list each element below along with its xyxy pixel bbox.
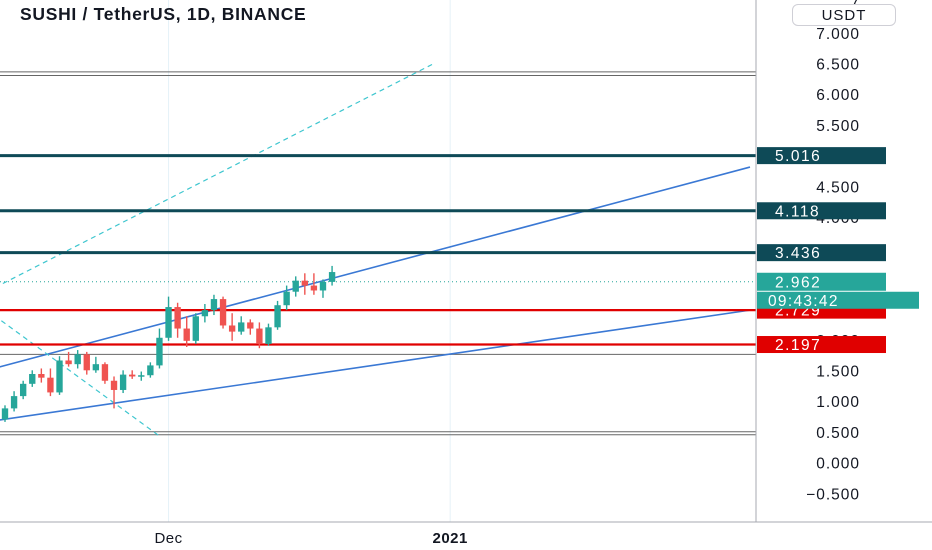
y-tick-label: −0.500 [806,486,860,503]
candle-body [56,360,63,393]
y-tick-label: 1.000 [816,394,860,411]
y-tick-label: 4.500 [816,179,860,196]
candle-body [238,322,245,332]
candle-body [74,354,81,365]
candle-body [101,364,109,381]
y-tick-label: 0.000 [816,456,860,473]
level-price-box [757,147,886,165]
x-tick-label: Dec [154,530,182,547]
candle-body [210,299,218,311]
channel-trendline [0,166,751,368]
candle-body [265,327,272,344]
chart-title: SUSHI / TetherUS, 1D, BINANCE [20,4,306,24]
candle-body [147,365,154,376]
y-tick-label: 7.000 [816,26,860,43]
level-price-label: 3.436 [775,245,821,262]
countdown-label: 09:43:42 [768,293,839,310]
candle-body [165,307,172,338]
candle-body [1,408,9,420]
grid-layer [168,0,451,522]
candle-body [65,360,72,365]
channel-trendline [0,309,751,421]
candle-body [319,281,327,291]
candle-body [310,285,318,291]
thin-level-layer [0,71,756,436]
candle-body [228,325,236,332]
candle-body [219,299,227,326]
candle-body [301,280,308,286]
y-tick-label: 5.500 [816,118,860,135]
candle-body [38,373,45,378]
candle-body [283,291,290,306]
x-tick-label: 2021 [432,530,467,547]
candle-body [110,380,118,390]
candle-body [256,328,263,344]
candle-body [47,377,54,393]
candle-layer [1,265,336,422]
level-line-layer [0,154,756,346]
level-price-box [757,244,886,262]
y-tick-label: 0.500 [816,425,860,442]
candle-body [92,364,100,371]
level-price-box [757,202,886,220]
candle-body [192,316,199,341]
y-tick-label: 1.500 [816,364,860,381]
candle-body [29,373,36,384]
candle-body [274,305,281,328]
level-price-box [757,336,886,354]
last-price-box [757,272,886,291]
candle-body [328,272,336,282]
last-price-label: 2.962 [775,274,821,291]
candle-body [138,375,145,377]
trendline-layer [0,63,751,437]
currency-button[interactable]: USDT [792,4,896,26]
candle-body [247,322,254,329]
candle-body [129,374,136,377]
level-price-label: 2.197 [775,337,821,354]
candle-body [19,383,27,397]
countdown-box [757,291,919,309]
level-price-label: 4.118 [775,203,820,220]
candle-body [201,310,209,317]
dashed-trendline [0,63,433,286]
candle-body [292,280,299,292]
candle-body [83,354,90,371]
candle-body [10,396,18,409]
level-price-label: 5.016 [775,148,821,165]
candle-body [119,374,127,390]
y-tick-label: 6.000 [816,87,860,104]
candle-body [183,328,190,341]
time-axis[interactable]: Dec 2021 [154,530,467,547]
candle-body [174,307,181,329]
y-tick-label: 6.500 [816,56,860,73]
candle-body [156,337,163,366]
